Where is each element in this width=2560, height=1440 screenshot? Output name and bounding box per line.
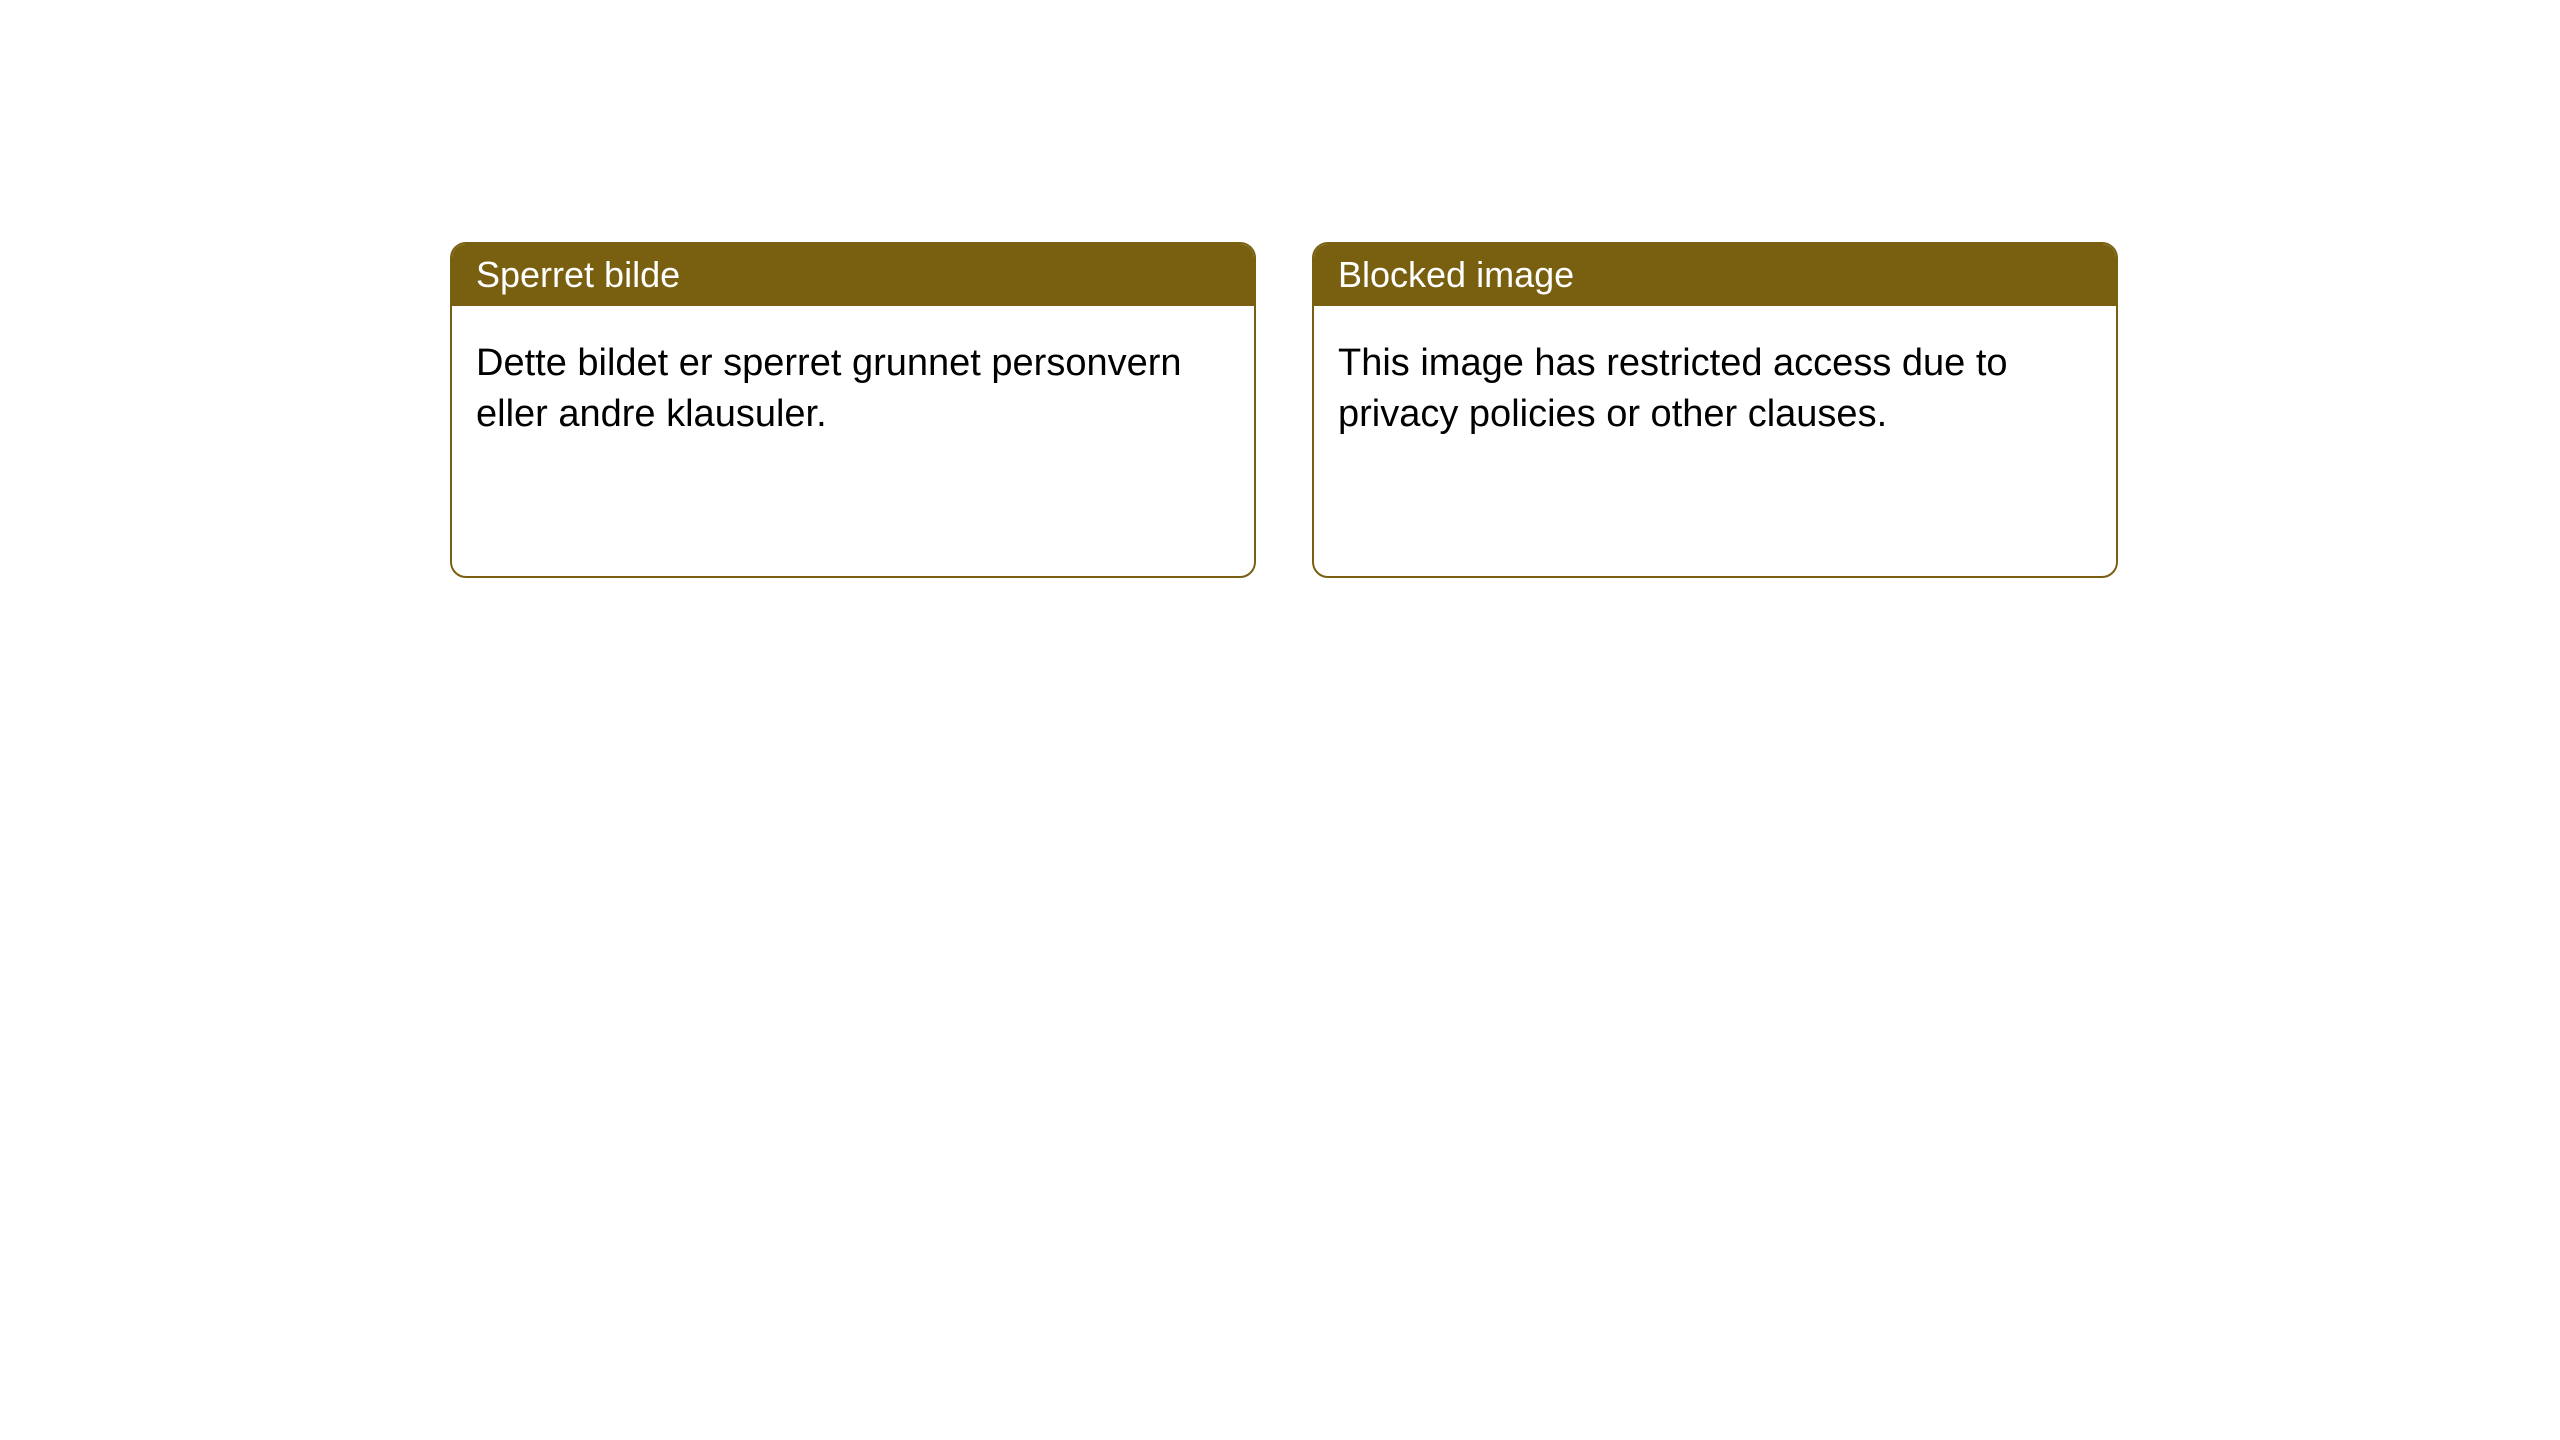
notice-container: Sperret bilde Dette bildet er sperret gr… — [0, 0, 2560, 578]
notice-card-norwegian: Sperret bilde Dette bildet er sperret gr… — [450, 242, 1256, 578]
card-title-norwegian: Sperret bilde — [452, 244, 1254, 306]
card-title-english: Blocked image — [1314, 244, 2116, 306]
card-body-norwegian: Dette bildet er sperret grunnet personve… — [452, 306, 1254, 473]
notice-card-english: Blocked image This image has restricted … — [1312, 242, 2118, 578]
card-body-english: This image has restricted access due to … — [1314, 306, 2116, 473]
